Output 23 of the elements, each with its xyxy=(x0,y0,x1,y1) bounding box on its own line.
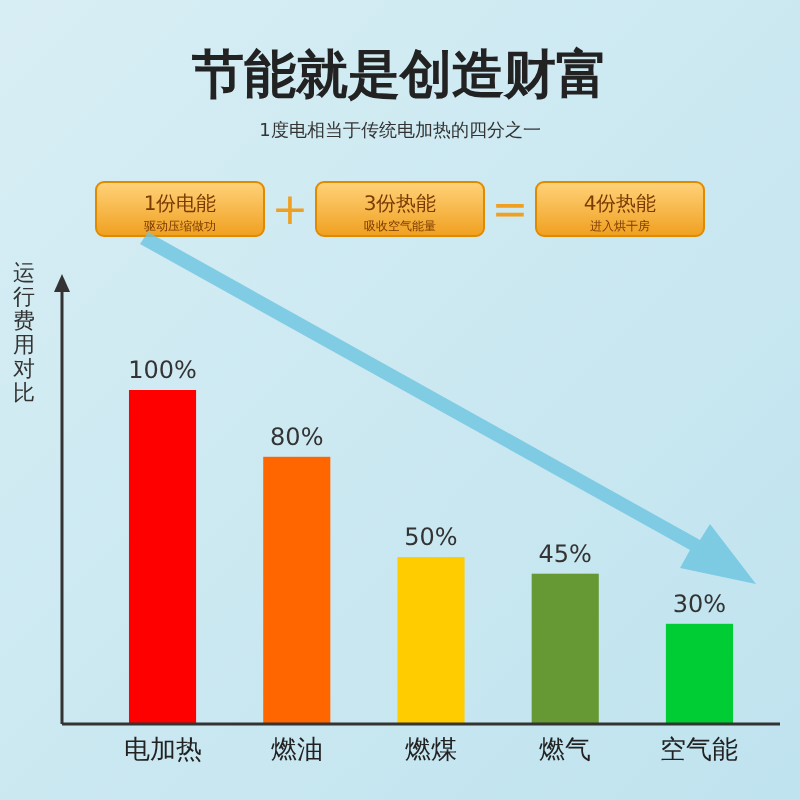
x-tick-label: 燃气 xyxy=(539,736,592,767)
x-tick-label: 燃煤 xyxy=(405,736,457,767)
x-tick-label: 燃油 xyxy=(270,736,323,767)
data-label: 80% xyxy=(270,422,324,451)
data-label: 30% xyxy=(672,589,727,618)
text: + xyxy=(271,186,309,236)
bar xyxy=(128,390,197,724)
y-axis-title: 运行费用对比 xyxy=(13,260,35,406)
bar xyxy=(397,557,465,724)
data-label: 45% xyxy=(538,539,592,568)
text: = xyxy=(491,186,529,236)
x-tick-label: 空气能 xyxy=(660,736,739,767)
text: 1份电能 xyxy=(143,192,217,216)
text: 4份热能 xyxy=(583,192,657,216)
x-tick-label: 电加热 xyxy=(123,736,202,767)
bar xyxy=(263,456,331,724)
text: 3份热能 xyxy=(363,192,437,216)
data-label: 100% xyxy=(128,356,197,384)
bar xyxy=(531,573,599,724)
chart-subtitle: 1度电相当于传统电加热的四分之一 xyxy=(259,120,541,142)
data-label: 50% xyxy=(404,523,458,551)
bar xyxy=(665,623,734,724)
chart-title: 节能就是创造财富 xyxy=(190,46,608,106)
